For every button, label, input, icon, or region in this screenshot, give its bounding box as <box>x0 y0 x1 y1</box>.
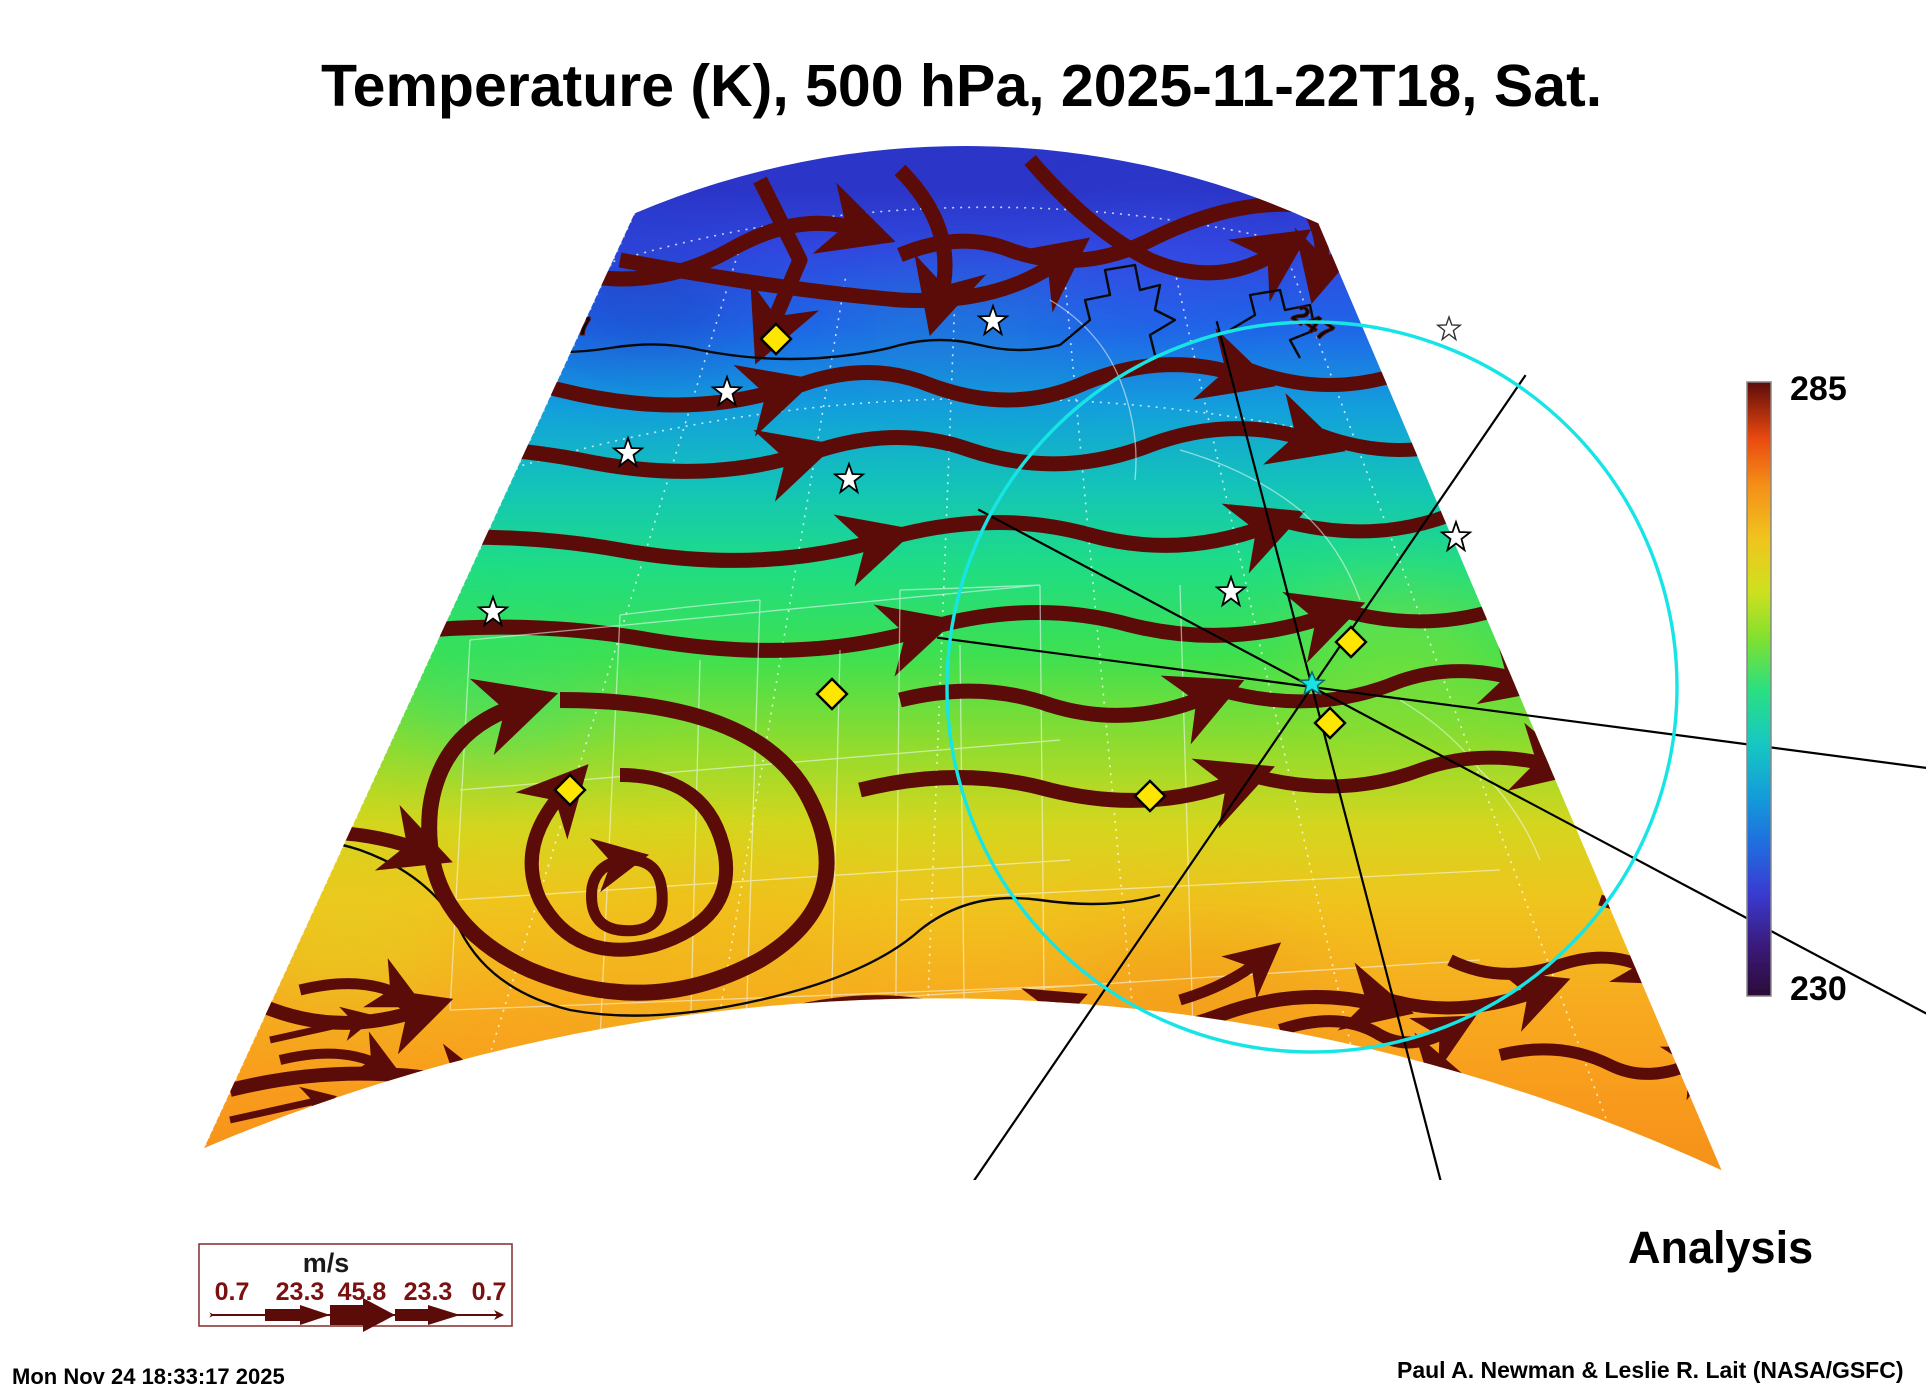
svg-text:230: 230 <box>1790 970 1847 1008</box>
svg-text:23.3: 23.3 <box>276 1278 325 1306</box>
svg-text:23.3: 23.3 <box>404 1278 453 1306</box>
svg-text:0.7: 0.7 <box>215 1278 250 1306</box>
svg-text:45.8: 45.8 <box>338 1278 387 1306</box>
svg-text:285: 285 <box>1790 370 1847 408</box>
svg-text:m/s: m/s <box>303 1248 350 1278</box>
svg-text:0.7: 0.7 <box>472 1278 507 1306</box>
svg-text:247: 247 <box>548 311 591 341</box>
